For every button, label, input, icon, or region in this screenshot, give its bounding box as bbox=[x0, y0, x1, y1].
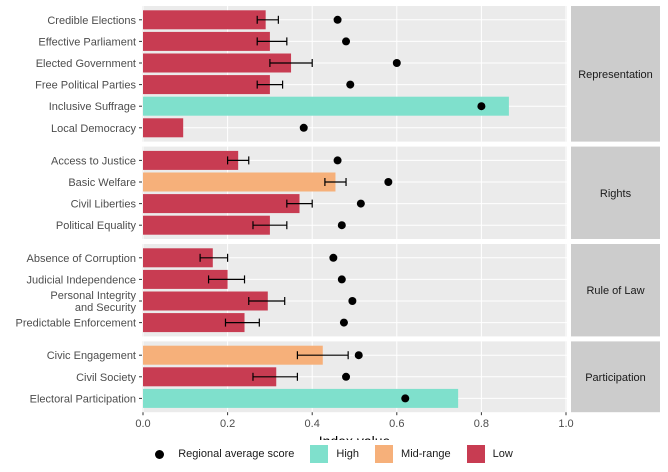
category-label-local-democracy: Local Democracy bbox=[51, 123, 136, 135]
regional-point-judicial-independence bbox=[337, 275, 346, 284]
category-label-effective-parliament: Effective Parliament bbox=[38, 36, 136, 48]
bar-civil-liberties bbox=[143, 194, 300, 214]
category-label-absence-of-corruption: Absence of Corruption bbox=[27, 253, 136, 265]
regional-point-political-equality bbox=[337, 221, 346, 230]
bar-predictable-enforcement bbox=[143, 313, 245, 333]
legend-item-low: Low bbox=[466, 445, 513, 463]
bar-personal-integrity-and-security bbox=[143, 291, 268, 311]
bar-effective-parliament bbox=[143, 31, 270, 51]
x-tick-label: 1.0 bbox=[558, 418, 573, 430]
regional-point-local-democracy bbox=[299, 123, 308, 132]
legend: Regional average score High Mid-range Lo… bbox=[0, 442, 668, 466]
legend-label-low: Low bbox=[492, 448, 513, 460]
regional-point-civil-society bbox=[342, 372, 351, 381]
category-label-political-equality: Political Equality bbox=[56, 220, 137, 232]
bar-elected-government bbox=[143, 53, 292, 73]
category-label-electoral-participation: Electoral Participation bbox=[30, 393, 136, 405]
legend-point-icon bbox=[155, 449, 165, 459]
bar-free-political-parties bbox=[143, 75, 270, 95]
regional-point-electoral-participation bbox=[401, 394, 410, 403]
regional-point-effective-parliament bbox=[342, 37, 351, 46]
legend-item-regional: Regional average score bbox=[155, 448, 294, 460]
legend-label-regional: Regional average score bbox=[178, 448, 295, 460]
x-tick-label: 0.0 bbox=[135, 418, 150, 430]
bar-political-equality bbox=[143, 215, 270, 235]
bar-inclusive-suffrage bbox=[143, 96, 509, 116]
category-label-civil-liberties: Civil Liberties bbox=[71, 199, 137, 211]
category-label-predictable-enforcement: Predictable Enforcement bbox=[16, 318, 136, 330]
category-label-personal-integrity-and-security: Personal Integrity and Security bbox=[50, 290, 136, 314]
regional-point-credible-elections bbox=[333, 15, 342, 24]
bar-judicial-independence bbox=[143, 269, 228, 289]
legend-swatch-mid-range bbox=[375, 445, 394, 463]
strip-rule-of-law bbox=[571, 244, 660, 337]
bar-absence-of-corruption bbox=[143, 248, 213, 268]
bar-access-to-justice bbox=[143, 150, 239, 170]
chart-svg: Representation Credible Elections Effectiv… bbox=[16, 6, 660, 440]
x-tick-label: 0.4 bbox=[305, 418, 320, 430]
bar-basic-welfare bbox=[143, 172, 336, 192]
category-label-civic-engagement: Civic Engagement bbox=[47, 350, 136, 362]
x-tick-label: 0.8 bbox=[474, 418, 489, 430]
regional-point-absence-of-corruption bbox=[329, 253, 338, 262]
category-label-judicial-independence: Judicial Independence bbox=[27, 274, 136, 286]
category-label-access-to-justice: Access to Justice bbox=[51, 155, 136, 167]
regional-point-free-political-parties bbox=[346, 80, 355, 89]
strip-representation bbox=[571, 6, 660, 142]
regional-point-civic-engagement bbox=[354, 351, 363, 360]
category-label-basic-welfare: Basic Welfare bbox=[68, 177, 136, 189]
regional-point-elected-government bbox=[392, 59, 401, 67]
x-tick-label: 0.6 bbox=[389, 418, 404, 430]
category-label-civil-society: Civil Society bbox=[76, 372, 136, 384]
strip-label-participation: Participation bbox=[585, 372, 646, 384]
regional-point-civil-liberties bbox=[356, 199, 365, 208]
category-label-credible-elections: Credible Elections bbox=[47, 15, 136, 27]
category-label-elected-government: Elected Government bbox=[36, 58, 136, 70]
bar-civil-society bbox=[143, 367, 277, 387]
legend-label-high: High bbox=[336, 448, 360, 460]
category-label-inclusive-suffrage: Inclusive Suffrage bbox=[49, 101, 136, 113]
regional-point-basic-welfare bbox=[384, 178, 393, 186]
regional-point-predictable-enforcement bbox=[339, 318, 348, 327]
strip-rights bbox=[571, 146, 660, 239]
legend-label-mid-range: Mid-range bbox=[401, 448, 451, 460]
x-axis-title: Index value bbox=[319, 433, 391, 440]
bar-local-democracy bbox=[143, 118, 184, 138]
legend-swatch-high bbox=[310, 445, 329, 463]
regional-point-inclusive-suffrage bbox=[477, 102, 486, 111]
regional-point-personal-integrity-and-security bbox=[348, 297, 357, 305]
bar-civic-engagement bbox=[143, 345, 323, 365]
regional-point-access-to-justice bbox=[333, 156, 342, 165]
x-tick-label: 0.2 bbox=[220, 418, 235, 430]
bar-electoral-participation bbox=[143, 388, 459, 408]
category-label-free-political-parties: Free Political Parties bbox=[35, 80, 136, 92]
strip-label-rights: Rights bbox=[600, 188, 632, 200]
strip-participation bbox=[571, 341, 660, 413]
legend-swatch-low bbox=[466, 445, 485, 463]
strip-label-representation: Representation bbox=[578, 69, 653, 81]
legend-item-high: High bbox=[310, 445, 359, 463]
bar-credible-elections bbox=[143, 10, 266, 30]
legend-item-mid-range: Mid-range bbox=[375, 445, 451, 463]
strip-label-rule-of-law: Rule of Law bbox=[586, 285, 644, 297]
